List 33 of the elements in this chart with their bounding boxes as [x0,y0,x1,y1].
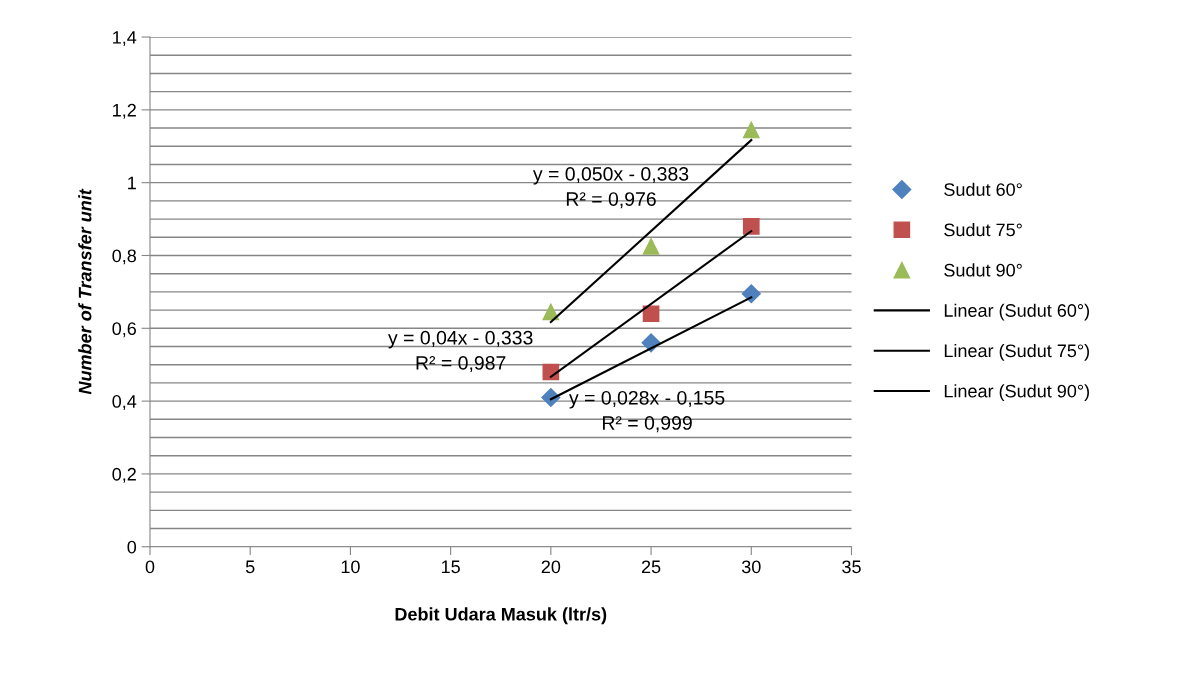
legend-label: Sudut 90° [944,263,1022,277]
legend-label: Sudut 60° [944,182,1022,196]
x-tick-label: 25 [641,560,661,574]
y-tick-label: 0,4 [112,395,137,410]
point [642,238,660,255]
legend-label: Linear (Sudut 90°) [944,384,1089,402]
x-tick-label: 30 [741,560,761,574]
y-tick-label: 1,4 [113,31,137,46]
x-tick-label: 10 [341,560,360,574]
y-axis-title: Number of Transfer unit [78,188,92,395]
annotation: y = 0,04x - 0,333 R² = 0,987 [388,330,533,373]
y-tick-label: 1,2 [113,103,136,119]
y-tick-label: 1 [128,176,136,190]
x-tick-label: 5 [245,560,255,574]
point [742,121,760,139]
x-tick-label: 35 [842,560,861,574]
x-tick-label: 20 [541,560,561,574]
y-tick-label: 0,6 [112,322,136,338]
x-tick-label: 0 [145,560,155,574]
x-axis-title: Debit Udara Masuk (ltr/s) [395,607,607,625]
y-tick-label: 0,2 [112,467,136,483]
x-tick-label: 15 [441,560,460,574]
point [742,218,760,235]
legend-label: Sudut 75° [944,223,1022,237]
point [542,303,560,321]
point [642,305,660,323]
point [741,284,761,304]
annotation: y = 0,028x - 0,155 R² = 0,999 [569,390,725,433]
annotation: y = 0,050x - 0,383 R² = 0,976 [532,167,689,209]
legend-label: Linear (Sudut 75°) [944,343,1089,361]
y-tick-label: 0,8 [112,249,137,265]
legend-label: Linear (Sudut 60°) [944,303,1089,321]
y-tick-label: 0 [127,540,137,554]
